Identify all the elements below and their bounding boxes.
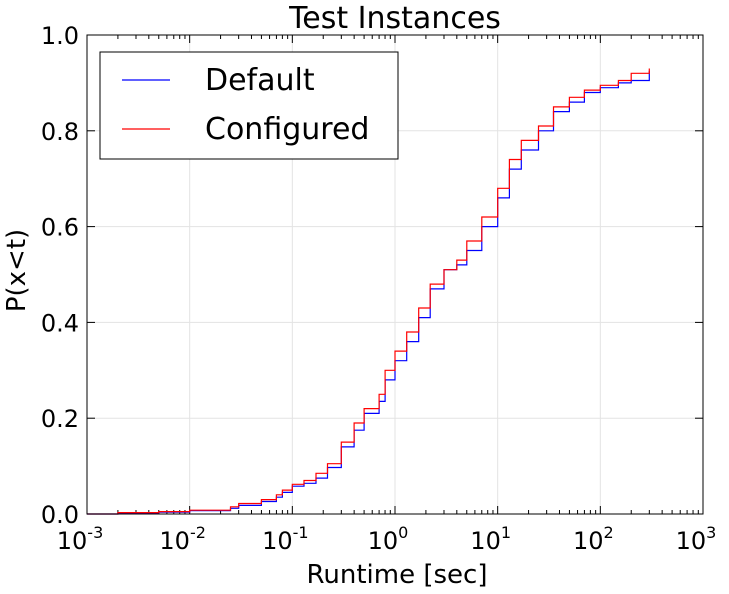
x-tick-labels: 10-3 10-2 10-1 100 101 102 103 — [57, 523, 717, 555]
x-tick-label: 10-1 — [262, 523, 309, 555]
legend-label: Default — [205, 63, 315, 98]
legend: Default Configured — [99, 51, 399, 160]
x-tick-label: 102 — [573, 523, 614, 555]
series-line-configured — [87, 68, 650, 515]
chart-title: Test Instances — [288, 1, 501, 36]
y-tick-label: 0.8 — [41, 118, 79, 146]
legend-box — [99, 51, 399, 160]
legend-label: Configured — [205, 112, 369, 147]
y-axis-label: P(x<t) — [2, 229, 32, 312]
x-tick-label: 103 — [676, 523, 717, 555]
x-tick-label: 10-2 — [159, 523, 206, 555]
x-tick-label: 100 — [368, 523, 409, 555]
x-axis-label: Runtime [sec] — [307, 560, 488, 590]
y-tick-label: 1.0 — [41, 22, 79, 50]
plot-frame — [86, 34, 704, 515]
y-tick-label: 0.4 — [41, 309, 79, 337]
x-tick-label: 101 — [470, 523, 511, 555]
y-tick-label: 0.2 — [41, 405, 79, 433]
x-tick-label: 10-3 — [57, 523, 104, 555]
y-tick-label: 0.0 — [41, 501, 79, 529]
y-tick-label: 0.6 — [41, 214, 79, 242]
series-lines — [87, 68, 650, 515]
y-tick-labels: 0.0 0.2 0.4 0.6 0.8 1.0 — [41, 22, 79, 529]
